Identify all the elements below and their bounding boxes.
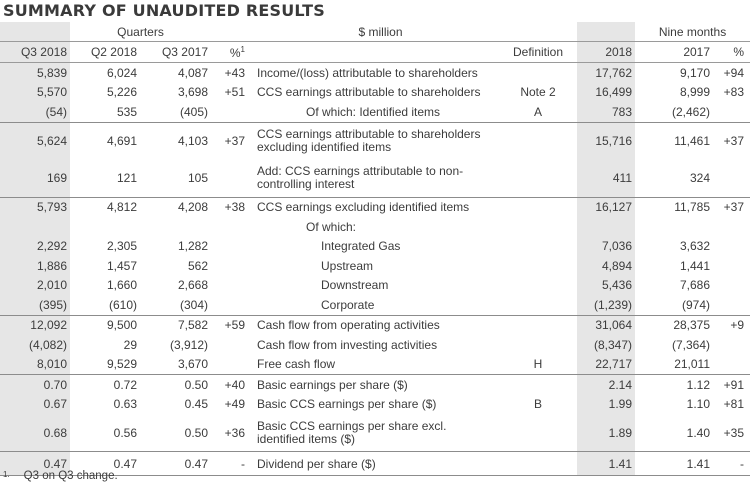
table-row: 5,793 4,812 4,208 +38 CCS earnings exclu… (0, 196, 750, 217)
table-row: (54) 535 (405) Of which: Identified item… (0, 102, 750, 122)
col-pct: %1 (211, 41, 251, 63)
table-row: 1,886 1,457 562 Upstream 4,894 1,441 (0, 256, 750, 276)
footnote-text: Q3 on Q3 change. (23, 470, 118, 482)
table-row: 169 121 105 Add: CCS earnings attributab… (0, 159, 750, 197)
table-row: 12,092 9,500 7,582 +59 Cash flow from op… (0, 314, 750, 335)
table-row: 0.67 0.63 0.45 +49 Basic CCS earnings pe… (0, 394, 750, 414)
table-row: (4,082) 29 (3,912) Cash flow from invest… (0, 335, 750, 355)
table-row: 2,010 1,660 2,668 Downstream 5,436 7,686 (0, 275, 750, 295)
table-row: 0.70 0.72 0.50 +40 Basic earnings per sh… (0, 374, 750, 395)
col-2018: 2018 (577, 41, 636, 63)
table-row: (395) (610) (304) Corporate (1,239) (974… (0, 295, 750, 315)
results-table: Quarters $ million Nine months Q3 2018 Q… (0, 22, 750, 476)
nine-months-header: Nine months (635, 22, 750, 42)
header-row-columns: Q3 2018 Q2 2018 Q3 2017 %1 Definition 20… (0, 41, 750, 63)
table-row: 0.68 0.56 0.50 +36 Basic CCS earnings pe… (0, 414, 750, 452)
col-pct2: % (713, 41, 750, 63)
table-row: 5,624 4,691 4,103 +37 CCS earnings attri… (0, 121, 750, 160)
header-row-groups: Quarters $ million Nine months (0, 22, 750, 42)
table-row: 5,570 5,226 3,698 +51 CCS earnings attri… (0, 82, 750, 102)
table-row: 2,292 2,305 1,282 Integrated Gas 7,036 3… (0, 236, 750, 256)
quarters-header: Quarters (70, 22, 211, 42)
table-row: 8,010 9,529 3,670 Free cash flow H 22,71… (0, 354, 750, 375)
table-row: 5,839 6,024 4,087 +43 Income/(loss) attr… (0, 62, 750, 83)
col-q2-2018: Q2 2018 (70, 41, 140, 63)
table-row: 0.47 0.47 0.47 - Dividend per share ($) … (0, 451, 750, 476)
unit-header: $ million (251, 22, 578, 42)
table-row: Of which: (0, 217, 750, 237)
col-q3-2018: Q3 2018 (0, 41, 70, 63)
page-title: SUMMARY OF UNAUDITED RESULTS (3, 1, 325, 20)
footnote: 1. Q3 on Q3 change. (3, 470, 118, 482)
footnote-mark: 1. (3, 470, 10, 479)
col-q3-2017: Q3 2017 (140, 41, 211, 63)
col-definition: Definition (499, 41, 578, 63)
col-2017: 2017 (635, 41, 714, 63)
